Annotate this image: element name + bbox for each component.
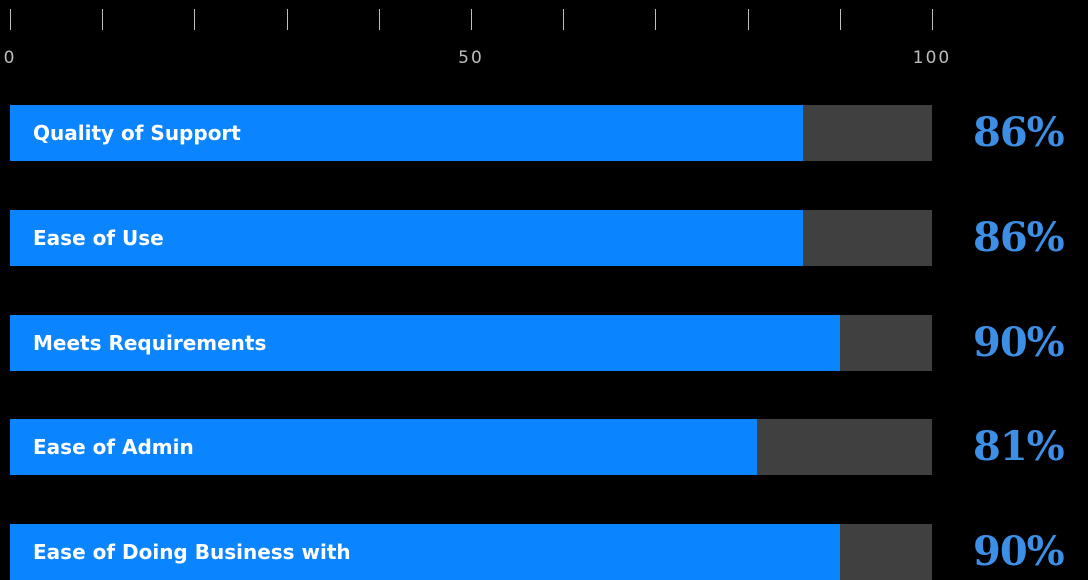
bar-track: Meets Requirements <box>10 315 932 371</box>
axis-tick-label: 0 <box>3 48 17 68</box>
bar <box>10 105 803 161</box>
bar-category-label: Meets Requirements <box>33 331 267 355</box>
bar-category-label: Ease of Doing Business with <box>33 540 351 564</box>
bar-value-label: 86% <box>973 109 1065 156</box>
axis-tick-mark <box>471 9 472 30</box>
bar-category-label: Ease of Use <box>33 226 164 250</box>
bar-category-label: Quality of Support <box>33 121 241 145</box>
bar-value-label: 86% <box>973 214 1065 261</box>
axis-tick-mark <box>655 9 656 30</box>
bar <box>10 524 840 580</box>
bar-track: Ease of Use <box>10 210 932 266</box>
axis-tick-mark <box>563 9 564 30</box>
bar-track: Ease of Doing Business with <box>10 524 932 580</box>
axis-tick-mark <box>102 9 103 30</box>
axis-tick-mark <box>932 9 933 30</box>
axis-tick-mark <box>379 9 380 30</box>
bar-value-label: 81% <box>973 423 1065 470</box>
axis-tick-mark <box>287 9 288 30</box>
axis-tick-label: 100 <box>912 48 952 68</box>
bar <box>10 419 757 475</box>
bar-value-label: 90% <box>973 319 1065 366</box>
bar <box>10 210 803 266</box>
bar-track: Ease of Admin <box>10 419 932 475</box>
axis-tick-mark <box>10 9 11 30</box>
bar-category-label: Ease of Admin <box>33 435 194 459</box>
axis-tick-mark <box>748 9 749 30</box>
bar-value-label: 90% <box>973 528 1065 575</box>
bar <box>10 315 840 371</box>
axis-tick-mark <box>194 9 195 30</box>
axis-tick-mark <box>840 9 841 30</box>
bar-track: Quality of Support <box>10 105 932 161</box>
axis-tick-label: 50 <box>458 48 484 68</box>
